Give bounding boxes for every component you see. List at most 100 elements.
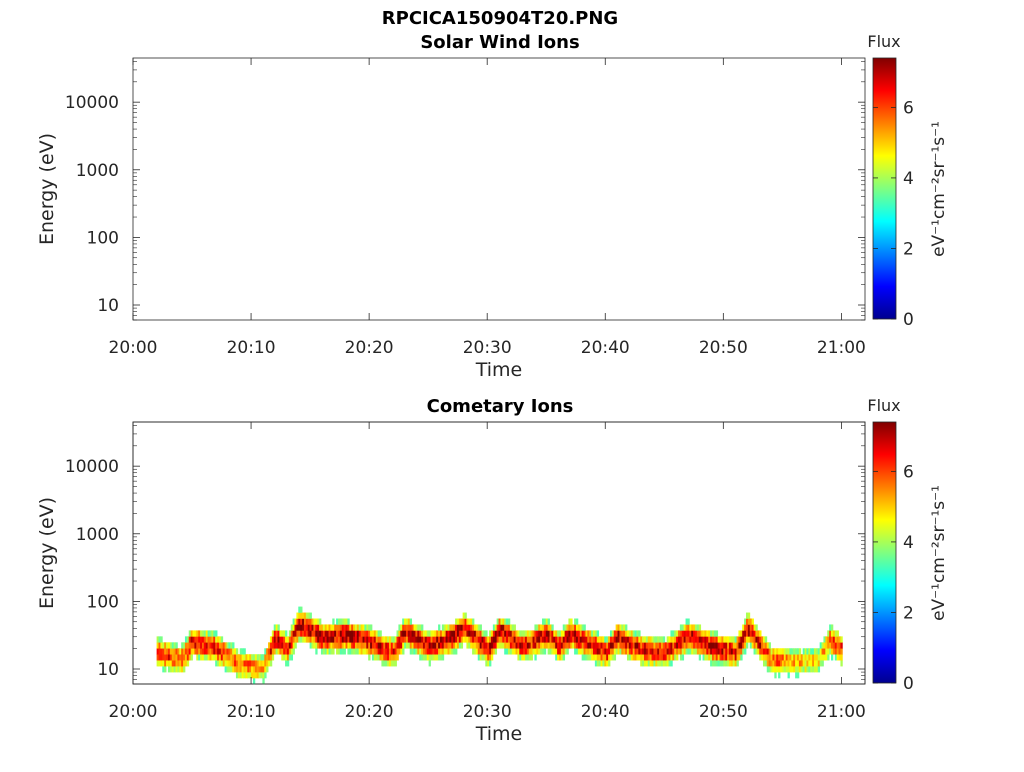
heatmap-cell [540, 630, 543, 637]
heatmap-cell [489, 648, 492, 655]
x-tick-label: 20:20 [345, 702, 394, 722]
heatmap-cell [757, 642, 760, 649]
heatmap-cell [407, 618, 411, 625]
heatmap-cell [472, 642, 475, 649]
heatmap-cell [183, 648, 186, 655]
heatmap-cell [783, 648, 787, 655]
heatmap-cell [468, 618, 471, 625]
heatmap-cell [392, 642, 396, 649]
heatmap-cell [698, 636, 702, 643]
heatmap-cell [409, 630, 413, 637]
heatmap-cell [598, 660, 601, 667]
heatmap-cell [390, 636, 394, 643]
heatmap-cell [232, 642, 235, 649]
heatmap-cell [439, 648, 443, 655]
heatmap-cell [736, 660, 739, 667]
heatmap-cell [657, 642, 660, 649]
heatmap-cell [417, 630, 420, 637]
heatmap-cell [487, 636, 490, 643]
heatmap-cell [334, 636, 337, 643]
heatmap-cell [303, 618, 307, 625]
heatmap-cell [526, 642, 530, 649]
heatmap-cell [443, 624, 447, 631]
heatmap-cell [349, 630, 352, 637]
heatmap-cell [258, 672, 261, 679]
heatmap-cell [349, 648, 352, 655]
heatmap-cell [825, 654, 828, 661]
heatmap-cell [774, 648, 777, 655]
heatmap-cell [217, 648, 220, 655]
heatmap-cell [829, 648, 832, 655]
heatmap-cell [579, 624, 583, 631]
heatmap-cell [536, 648, 539, 655]
heatmap-cell [523, 654, 526, 661]
heatmap-cell [398, 642, 401, 649]
heatmap-cell [209, 654, 212, 661]
heatmap-cell [245, 660, 248, 667]
heatmap-cell [755, 642, 758, 649]
heatmap-cell [594, 654, 598, 661]
heatmap-cell [298, 618, 301, 625]
heatmap-cell [572, 642, 575, 649]
heatmap-cell [441, 654, 445, 661]
heatmap-cell [200, 642, 203, 649]
heatmap-cell [674, 648, 677, 655]
heatmap-cell [751, 624, 754, 631]
heatmap-cell [424, 648, 428, 655]
heatmap-cell [252, 672, 256, 679]
heatmap-cell [613, 636, 617, 643]
heatmap-cell [498, 630, 501, 637]
heatmap-cell [526, 630, 530, 637]
heatmap-cell [177, 648, 180, 655]
heatmap-cell [694, 630, 698, 637]
heatmap-cell [708, 636, 711, 643]
heatmap-cell [445, 636, 448, 643]
heatmap-cell [753, 642, 756, 649]
colorbar-tick-label: 6 [903, 98, 914, 118]
heatmap-cell [679, 648, 683, 655]
heatmap-cell [526, 636, 530, 643]
heatmap-cell [285, 654, 288, 661]
heatmap-cell [247, 672, 250, 679]
heatmap-cell [360, 630, 363, 637]
heatmap-cell [585, 654, 588, 661]
heatmap-cell [341, 648, 345, 655]
heatmap-cell [543, 618, 547, 625]
heatmap-cell [723, 636, 726, 643]
heatmap-cell [519, 642, 522, 649]
heatmap-cell [279, 630, 282, 637]
heatmap-cell [685, 630, 688, 637]
heatmap-cell [600, 660, 603, 667]
heatmap-cell [660, 654, 664, 661]
heatmap-cell [498, 618, 501, 625]
heatmap-cell [564, 630, 567, 637]
heatmap-cell [381, 654, 384, 661]
heatmap-cell [534, 624, 537, 631]
heatmap-cell [300, 606, 303, 613]
heatmap-cell [175, 654, 178, 661]
heatmap-cell [745, 618, 749, 625]
heatmap-cell [218, 642, 222, 649]
heatmap-cell [766, 654, 770, 661]
heatmap-cell [296, 618, 299, 625]
heatmap-cell [292, 642, 295, 649]
heatmap-cell [184, 642, 188, 649]
heatmap-cell [677, 636, 681, 643]
heatmap-cell [343, 648, 346, 655]
heatmap-cell [626, 654, 630, 661]
heatmap-cell [290, 642, 294, 649]
heatmap-cell [385, 636, 388, 643]
heatmap-cell [761, 642, 764, 649]
heatmap-cell [728, 636, 732, 643]
heatmap-cell [615, 642, 618, 649]
heatmap-cell [668, 660, 671, 667]
heatmap-cell [577, 624, 581, 631]
heatmap-cell [643, 642, 647, 649]
heatmap-cell [638, 630, 641, 637]
heatmap-cell [766, 666, 770, 673]
heatmap-cell [254, 672, 258, 679]
heatmap-cell [759, 648, 762, 655]
heatmap-cell [347, 648, 350, 655]
heatmap-cell [727, 642, 730, 649]
